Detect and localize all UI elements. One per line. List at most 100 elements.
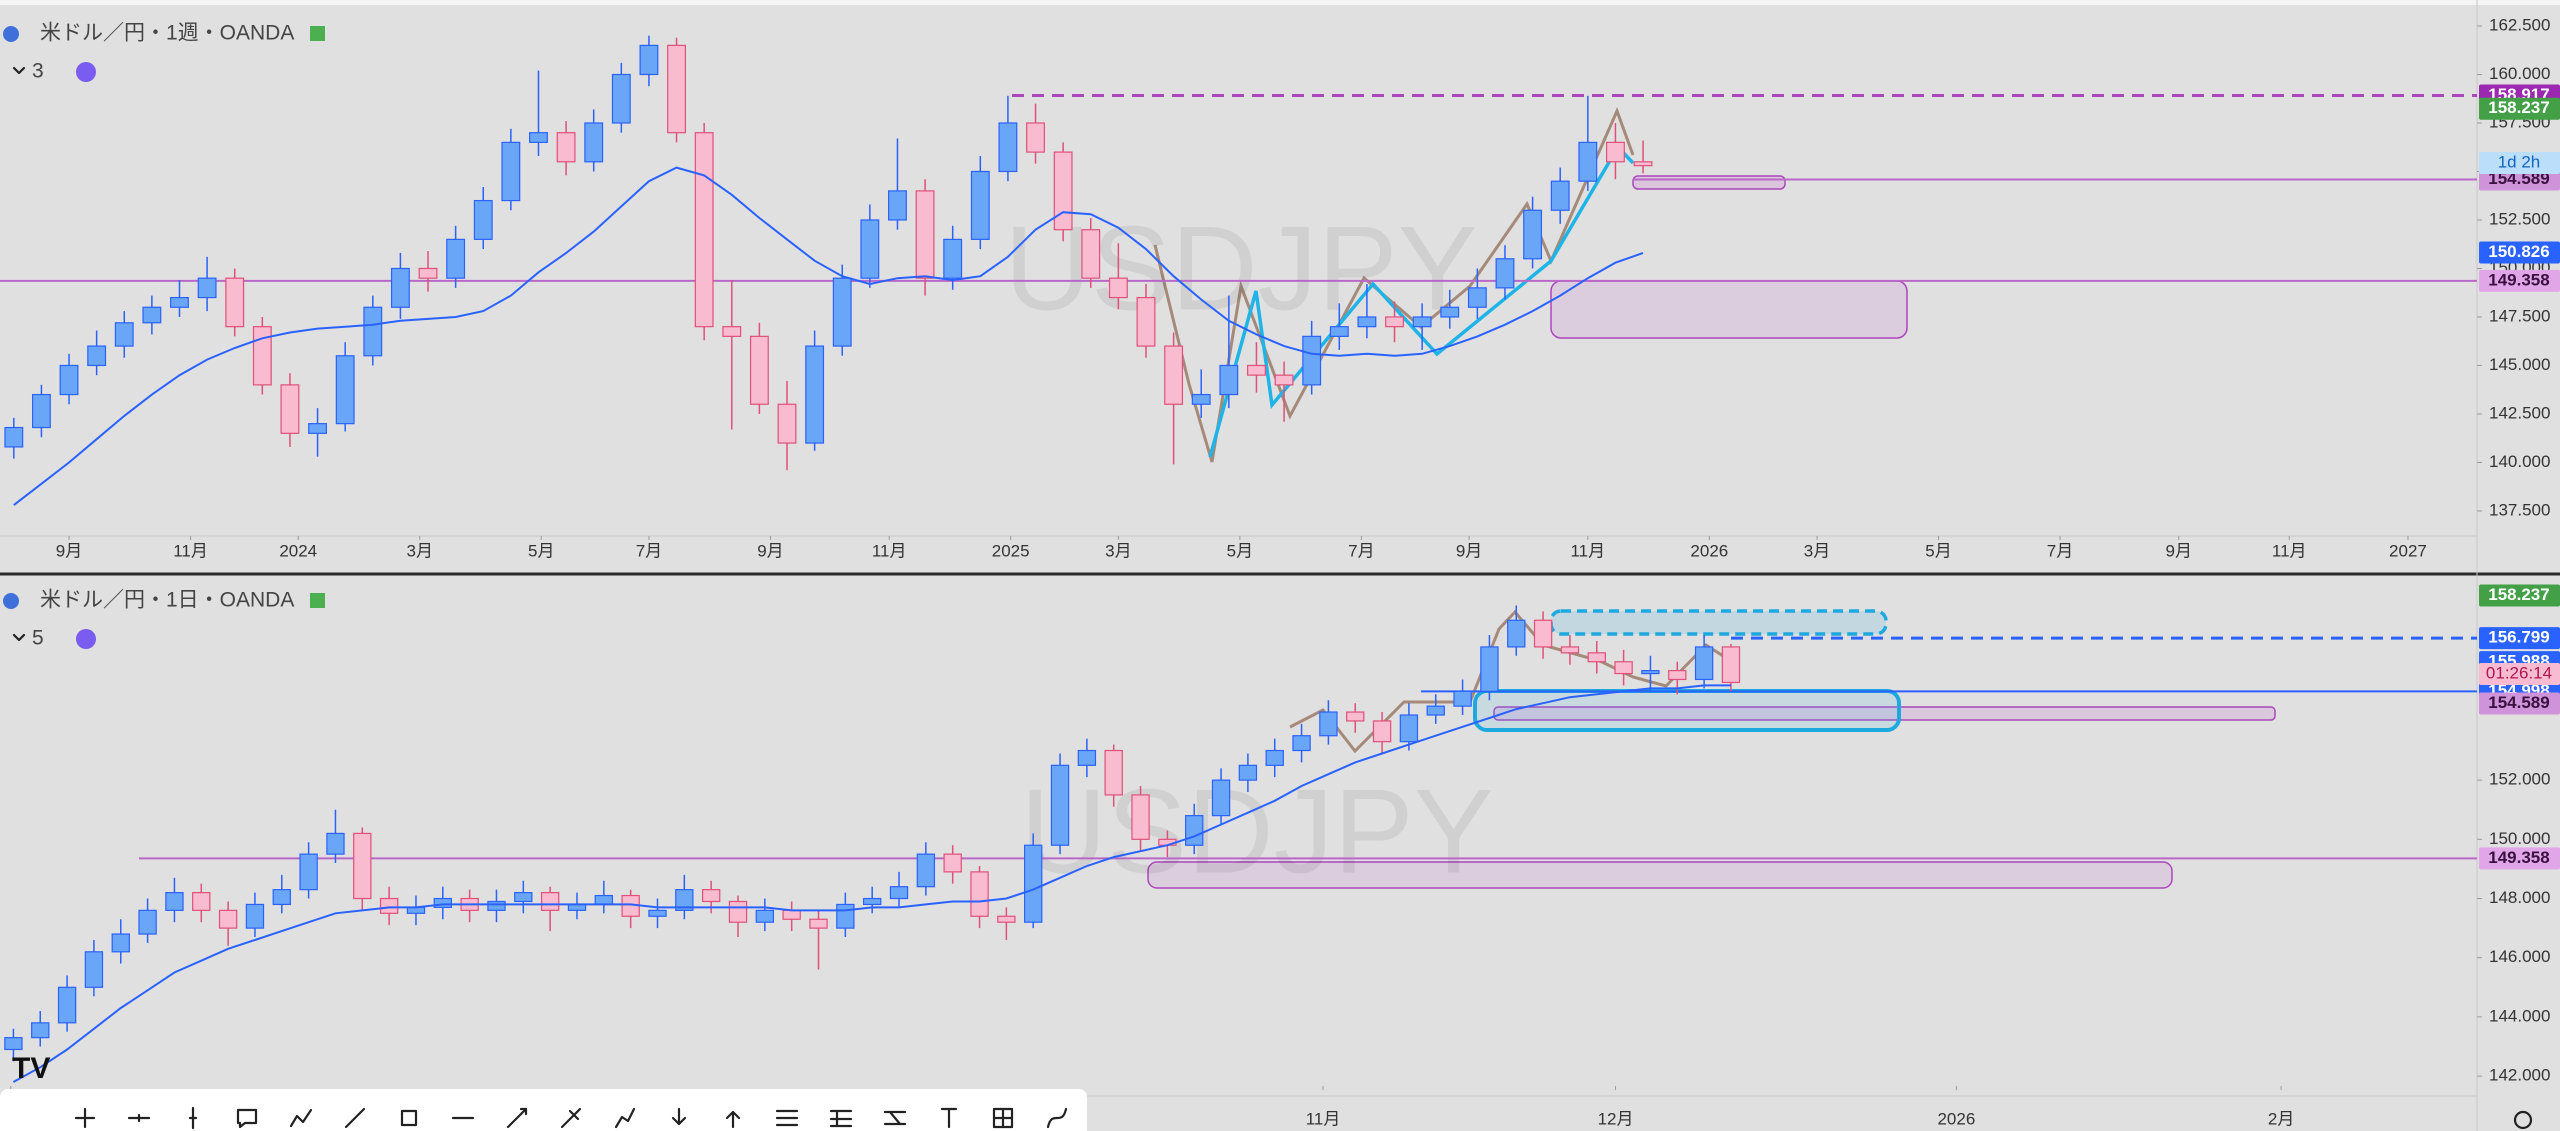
candle-body: [1372, 720, 1392, 743]
candle-body: [1495, 258, 1515, 289]
candle-body: [611, 73, 631, 124]
candle-body: [755, 909, 775, 923]
x-tick-label: 9月: [56, 541, 82, 560]
wave-zigzag: [1208, 144, 1635, 458]
drawing-toolbar: [0, 1089, 1087, 1131]
indicator-count[interactable]: 5: [32, 627, 44, 650]
tool-icon[interactable]: [829, 1109, 853, 1128]
tool-icon[interactable]: [289, 1108, 313, 1128]
tool-icon[interactable]: [992, 1107, 1014, 1129]
x-tick-label: 11月: [173, 541, 208, 560]
candle-body: [138, 909, 157, 935]
price-badge: [2479, 692, 2560, 715]
candle-body: [805, 345, 825, 444]
candle-body: [1357, 316, 1377, 328]
candle-body: [1247, 364, 1266, 376]
tool-icon[interactable]: [940, 1107, 958, 1129]
candle-body: [888, 190, 907, 221]
price-badge-label: 158.237: [2488, 98, 2549, 117]
candle-body: [272, 889, 291, 906]
zone-box: [1493, 706, 2276, 721]
trend-zigzag: [1153, 106, 1635, 463]
candle-body: [390, 267, 410, 308]
candle-body: [889, 886, 909, 900]
tool-icon[interactable]: [775, 1109, 799, 1127]
indicator-count[interactable]: 3: [32, 60, 44, 83]
price-badge: [2479, 97, 2560, 120]
price-badge-label: 150.826: [2488, 242, 2549, 261]
tool-icon[interactable]: [883, 1110, 907, 1126]
x-tick-label: 9月: [1456, 541, 1482, 560]
candle-body: [862, 897, 882, 906]
y-tick-label: 147.500: [2489, 306, 2550, 325]
candle-body: [1560, 646, 1580, 654]
tool-icon[interactable]: [560, 1107, 582, 1129]
candle-body: [809, 918, 828, 929]
candle-body: [1399, 714, 1419, 743]
tool-icon[interactable]: [188, 1106, 198, 1130]
candle-body: [218, 909, 238, 929]
x-tick-label: 2027: [2389, 541, 2427, 560]
x-tick-label: 2025: [992, 541, 1030, 560]
countdown-badge: [2479, 152, 2560, 174]
tool-icon[interactable]: [614, 1107, 636, 1129]
tool-icon[interactable]: [127, 1113, 151, 1123]
settings-icon[interactable]: [2513, 1110, 2533, 1130]
x-tick-label: 5月: [528, 541, 554, 560]
zone-box: [1147, 861, 2173, 889]
tool-icon[interactable]: [74, 1107, 96, 1129]
x-tick-label: 12月: [1598, 1109, 1634, 1128]
x-tick-label: 2024: [279, 541, 317, 560]
watermark: USDJPY: [1004, 202, 1477, 336]
top-edge: [0, 0, 2560, 5]
x-tick-label: 11月: [2272, 541, 2307, 560]
candle-body: [1578, 141, 1598, 182]
y-tick-label: 137.500: [2489, 500, 2550, 519]
candle-body: [667, 44, 686, 134]
candle-body: [326, 832, 345, 855]
tool-icon[interactable]: [400, 1109, 418, 1127]
candle-body: [165, 892, 184, 911]
x-tick-label: 5月: [1227, 541, 1253, 560]
trend-zigzag: [1289, 609, 1732, 754]
candle-body: [1077, 749, 1097, 766]
collapse-icon[interactable]: [12, 633, 26, 642]
x-tick-label: 11月: [1306, 1109, 1341, 1128]
candle-body: [749, 335, 769, 405]
candle-body: [675, 889, 694, 911]
zone-box: [1473, 689, 1901, 732]
candle-body: [584, 122, 604, 163]
candle-body: [308, 423, 328, 434]
y-tick-label: 152.000: [2489, 770, 2550, 789]
chart-layer: 162.500160.000157.500155.000152.500150.0…: [0, 15, 2560, 1128]
candle-body: [252, 326, 272, 386]
candle-body: [433, 897, 452, 909]
candle-body: [1238, 764, 1258, 781]
candle-body: [1191, 393, 1211, 405]
x-tick-label: 2026: [1937, 1109, 1975, 1128]
candle-body: [353, 832, 372, 900]
x-tick-label: 3月: [1804, 541, 1830, 560]
moving-average: [12, 684, 1731, 1083]
candle-body: [998, 122, 1018, 173]
candle-body: [1605, 141, 1625, 163]
sync-icon[interactable]: [76, 62, 96, 82]
tool-icon[interactable]: [725, 1110, 741, 1129]
tool-icon[interactable]: [671, 1107, 687, 1126]
candle-body: [1412, 316, 1432, 328]
candle-body: [379, 897, 399, 914]
tool-icon[interactable]: [506, 1107, 528, 1129]
x-tick-label: 7月: [2047, 541, 2073, 560]
candle-body: [84, 951, 104, 988]
candle-body: [943, 238, 963, 279]
tool-icon[interactable]: [236, 1108, 258, 1129]
tool-icon[interactable]: [1046, 1107, 1068, 1129]
candle-body: [114, 322, 134, 347]
candle-body: [728, 900, 748, 923]
collapse-icon[interactable]: [12, 66, 26, 75]
tool-icon[interactable]: [344, 1107, 366, 1129]
candle-body: [970, 871, 989, 917]
sync-icon[interactable]: [76, 629, 96, 649]
candle-body: [1440, 306, 1460, 318]
